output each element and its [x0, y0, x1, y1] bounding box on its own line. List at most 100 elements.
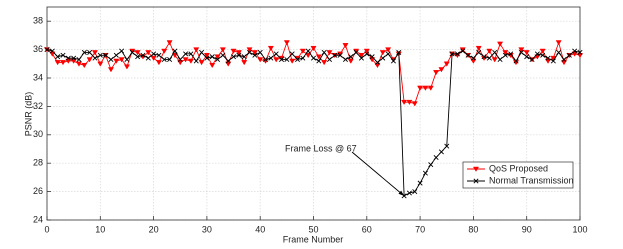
marker [300, 55, 306, 61]
marker [235, 50, 242, 56]
marker [113, 58, 120, 64]
marker [118, 57, 125, 63]
y-tick-label: 32 [33, 101, 43, 111]
marker [44, 47, 50, 53]
y-tick-label: 36 [33, 44, 43, 54]
marker [203, 53, 210, 59]
marker [486, 55, 492, 61]
marker [199, 49, 205, 55]
legend-marker [472, 166, 480, 172]
marker [491, 57, 498, 63]
marker [49, 48, 55, 54]
marker [374, 62, 381, 69]
marker [427, 85, 434, 91]
marker [326, 50, 333, 56]
marker [193, 58, 199, 64]
marker [321, 60, 328, 66]
marker [273, 57, 280, 63]
marker [497, 57, 503, 63]
marker [119, 48, 125, 54]
legend-box [462, 161, 574, 189]
marker [470, 55, 476, 61]
marker [524, 54, 530, 60]
marker [550, 58, 556, 64]
marker [364, 51, 370, 57]
y-tick-label: 38 [33, 16, 43, 26]
marker [560, 60, 568, 66]
marker [151, 51, 157, 57]
marker [289, 58, 296, 64]
marker [555, 40, 562, 46]
marker [544, 58, 552, 64]
marker [310, 55, 317, 61]
y-tick-label: 34 [33, 72, 43, 82]
marker [182, 57, 189, 63]
marker [417, 85, 424, 91]
marker [390, 58, 396, 64]
marker [219, 47, 226, 53]
marker [428, 162, 434, 168]
marker [124, 57, 130, 63]
marker [422, 85, 429, 91]
marker [177, 57, 183, 63]
marker [385, 47, 392, 53]
x-tick-label: 60 [362, 224, 372, 234]
marker [454, 51, 460, 57]
marker [342, 43, 349, 49]
marker [422, 170, 428, 176]
marker [257, 49, 263, 55]
marker [492, 49, 498, 55]
marker [465, 52, 471, 58]
annotation-arrowhead [398, 190, 405, 196]
x-tick-label: 20 [149, 224, 159, 234]
x-tick-label: 0 [44, 224, 49, 234]
marker [508, 51, 514, 57]
marker [86, 57, 93, 63]
marker [576, 53, 584, 59]
legend-label: QoS Proposed [489, 163, 548, 173]
marker [247, 49, 253, 55]
marker [438, 67, 445, 73]
marker [167, 57, 173, 63]
marker [476, 49, 482, 55]
marker [161, 57, 167, 63]
marker [299, 48, 306, 54]
marker [321, 49, 327, 55]
marker [92, 55, 98, 61]
marker [540, 52, 546, 58]
x-tick-label: 80 [468, 224, 478, 234]
marker [134, 50, 141, 56]
marker [76, 57, 82, 63]
marker [183, 51, 189, 57]
marker [225, 58, 231, 64]
marker [193, 47, 200, 53]
marker [374, 59, 380, 65]
marker [577, 49, 583, 55]
marker [279, 57, 285, 63]
marker [529, 57, 535, 63]
marker [81, 49, 87, 55]
marker [231, 54, 237, 60]
x-tick-label: 50 [308, 224, 318, 234]
marker [289, 51, 295, 57]
marker [363, 48, 370, 54]
marker [523, 50, 530, 56]
marker [267, 45, 274, 52]
marker [305, 53, 312, 59]
marker [171, 53, 178, 59]
marker [140, 52, 146, 58]
marker [449, 51, 455, 57]
marker [556, 49, 562, 55]
marker [198, 60, 205, 66]
marker [54, 60, 61, 66]
marker [70, 58, 77, 64]
marker [55, 54, 61, 60]
marker [156, 52, 162, 58]
marker [332, 52, 338, 58]
marker [369, 54, 375, 60]
marker [571, 51, 578, 57]
marker [113, 52, 119, 58]
marker [268, 55, 274, 61]
